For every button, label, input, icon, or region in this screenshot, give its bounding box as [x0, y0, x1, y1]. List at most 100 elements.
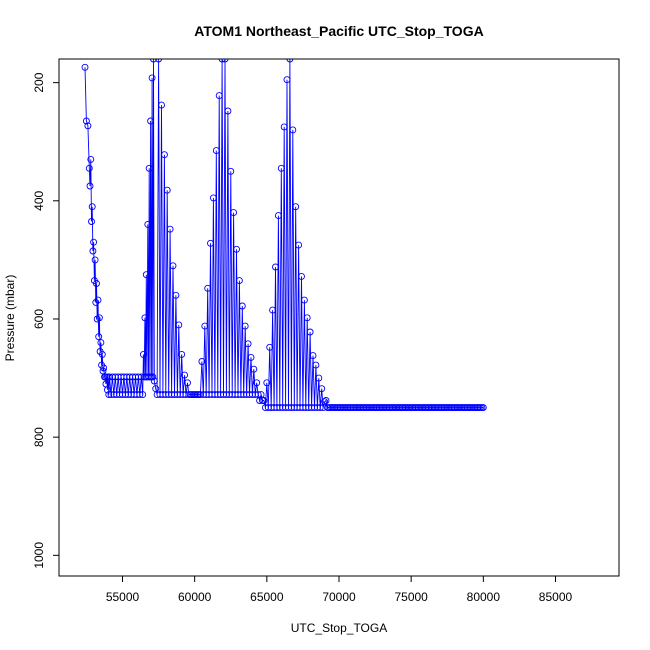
x-tick-label: 85000	[539, 590, 573, 604]
data-point	[172, 291, 180, 299]
data-point	[150, 59, 157, 63]
data-point	[175, 321, 183, 329]
data-point	[91, 256, 99, 264]
data-point	[88, 218, 95, 225]
x-tick-label: 65000	[250, 590, 284, 604]
data-point	[283, 76, 291, 84]
data-point	[100, 364, 108, 372]
data-point	[235, 277, 243, 285]
data-point	[286, 59, 294, 63]
data-point	[266, 343, 274, 351]
data-point	[215, 92, 223, 100]
data-point	[92, 298, 100, 306]
data-point	[238, 302, 246, 310]
data-point	[292, 203, 300, 211]
data-point	[272, 263, 279, 271]
data-point	[230, 209, 238, 217]
data-point	[316, 404, 324, 412]
data-point	[321, 398, 329, 406]
data-point	[233, 245, 240, 253]
y-axis-title: Pressure (mbar)	[3, 275, 17, 362]
x-tick-label: 80000	[467, 590, 501, 604]
x-axis-title: UTC_Stop_TOGA	[291, 621, 387, 635]
plot-marks	[81, 59, 487, 412]
data-point	[155, 59, 163, 63]
data-point	[81, 63, 89, 71]
data-point	[218, 59, 226, 63]
data-point	[312, 361, 320, 369]
data-point	[250, 365, 258, 373]
y-tick-label: 400	[32, 190, 46, 210]
data-point	[315, 374, 323, 382]
y-tick-label: 800	[32, 427, 46, 447]
x-tick-label: 75000	[394, 590, 428, 604]
data-point	[169, 262, 177, 270]
x-axis: 55000 60000 65000 70000 75000 80000 85000	[106, 576, 573, 604]
x-tick-label: 60000	[178, 590, 212, 604]
data-point	[300, 296, 308, 304]
data-point	[148, 74, 156, 82]
data-point	[166, 225, 174, 233]
data-point	[221, 59, 229, 63]
data-point	[227, 167, 235, 175]
data-point	[158, 101, 165, 109]
y-tick-label: 200	[32, 72, 46, 92]
data-point	[93, 280, 100, 287]
data-point	[198, 358, 206, 365]
data-point	[103, 386, 111, 394]
data-point	[105, 391, 113, 399]
data-point	[241, 322, 249, 330]
data-point	[277, 164, 285, 172]
chart-title: ATOM1 Northeast_Pacific UTC_Stop_TOGA	[194, 23, 483, 39]
data-point	[298, 272, 305, 280]
data-point	[207, 239, 214, 247]
x-tick-label: 70000	[322, 590, 356, 604]
data-point	[142, 271, 150, 279]
data-point	[178, 350, 186, 358]
data-point	[244, 340, 252, 348]
data-point	[90, 238, 98, 246]
data-point	[144, 220, 152, 228]
data-point	[247, 353, 255, 361]
data-point	[150, 377, 158, 385]
data-point	[224, 107, 232, 115]
data-point	[147, 117, 155, 125]
data-point	[181, 371, 189, 379]
data-point	[86, 182, 94, 190]
data-point	[145, 164, 153, 172]
data-point	[253, 379, 261, 387]
data-point	[89, 247, 97, 255]
data-point	[204, 284, 212, 292]
data-point	[160, 151, 168, 159]
data-point	[306, 328, 314, 336]
y-axis: 200 400 600 800 1000	[32, 72, 59, 569]
data-point	[139, 391, 147, 399]
data-point	[479, 404, 487, 412]
data-point	[87, 155, 95, 163]
data-point	[141, 314, 149, 322]
data-point	[149, 373, 157, 381]
data-point	[139, 350, 147, 358]
data-point	[269, 306, 277, 314]
data-point	[163, 186, 171, 194]
data-point	[88, 203, 96, 211]
data-point	[260, 397, 268, 404]
data-point	[209, 194, 217, 202]
data-point	[84, 122, 92, 130]
data-point	[97, 339, 105, 347]
data-point	[85, 164, 93, 172]
data-point	[303, 314, 311, 322]
data-point	[82, 117, 90, 125]
data-point	[295, 241, 303, 249]
data-point	[98, 350, 106, 358]
data-point	[212, 147, 220, 155]
data-point	[263, 379, 271, 387]
data-point	[289, 126, 297, 134]
data-point	[309, 352, 317, 360]
data-point	[95, 333, 103, 341]
x-tick-label: 55000	[106, 590, 140, 604]
y-tick-label: 1000	[32, 542, 46, 569]
data-point	[274, 212, 282, 220]
